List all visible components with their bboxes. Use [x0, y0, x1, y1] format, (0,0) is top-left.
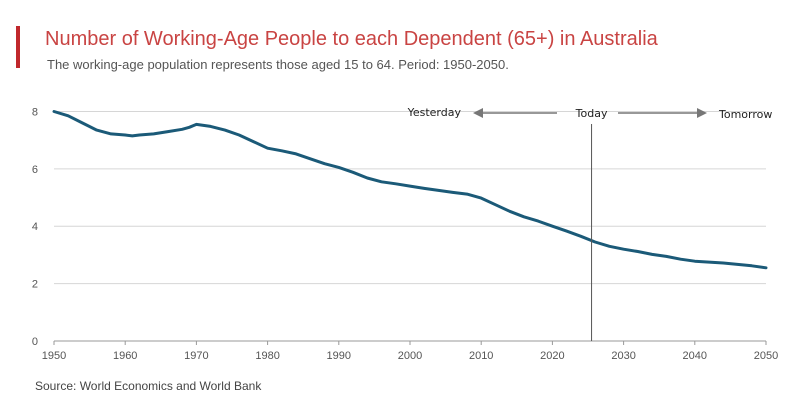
x-tick-label: 2050 [754, 350, 778, 362]
x-tick-label: 2020 [540, 350, 564, 362]
y-tick-label: 0 [32, 336, 38, 348]
y-tick-label: 8 [32, 106, 38, 118]
axis-layer: 0 2 4 6 8 1950 1960 1970 1980 1990 2000 2010 2020 203… [32, 106, 778, 362]
x-tick-label: 1970 [184, 350, 208, 362]
y-tick-label: 4 [32, 221, 38, 233]
x-tick-label: 2040 [683, 350, 707, 362]
x-tick-label: 2030 [611, 350, 635, 362]
y-tick-label: 2 [32, 279, 38, 291]
y-tick-label: 6 [32, 164, 38, 176]
yesterday-label: Yesterday [407, 106, 462, 119]
x-tick-label: 2000 [398, 350, 422, 362]
x-tick-label: 2010 [469, 350, 493, 362]
x-tick-label: 1990 [327, 350, 351, 362]
series-line [52, 110, 768, 270]
series-layer [52, 110, 768, 270]
today-label: Today [575, 107, 608, 120]
chart-subtitle: The working-age population represents th… [47, 57, 509, 72]
annotation-layer: Yesterday Today Tomorrow [407, 106, 772, 341]
x-tick-label: 1950 [42, 350, 66, 362]
grid-layer [54, 110, 766, 285]
x-tick-label: 1960 [113, 350, 137, 362]
x-tick-label: 1980 [255, 350, 279, 362]
title-accent-bar [16, 26, 20, 68]
tomorrow-label: Tomorrow [718, 108, 772, 121]
source-note: Source: World Economics and World Bank [35, 379, 262, 393]
chart-title: Number of Working-Age People to each Dep… [45, 28, 658, 50]
